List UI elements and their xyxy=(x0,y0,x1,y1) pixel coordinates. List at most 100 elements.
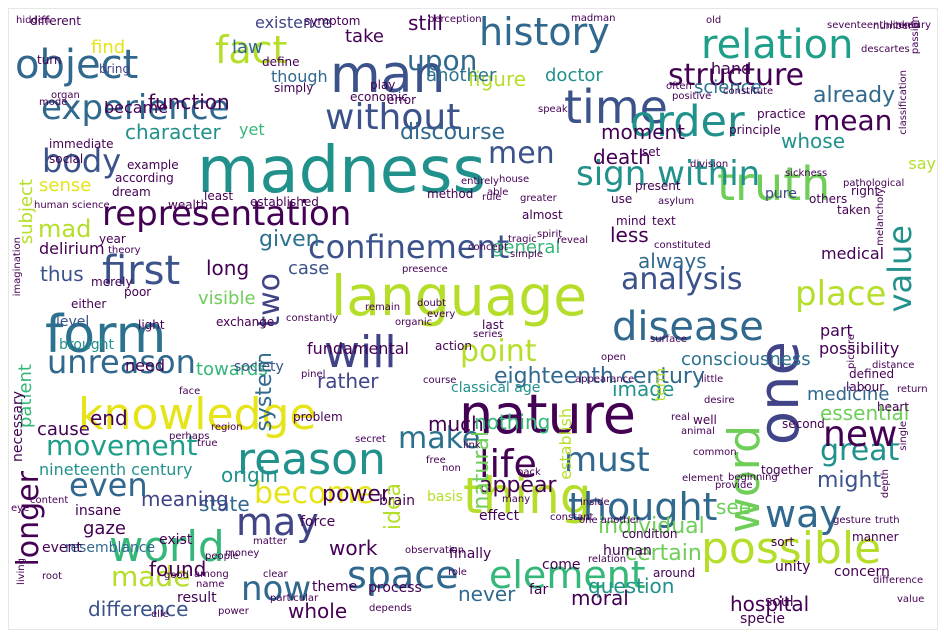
cloud-word: image xyxy=(612,377,675,401)
cloud-word: reason xyxy=(237,434,386,485)
cloud-word: gaze xyxy=(83,518,126,539)
cloud-word: individual xyxy=(598,514,705,539)
cloud-word: remain xyxy=(365,302,401,313)
cloud-word: cause xyxy=(37,419,90,440)
cloud-word: simply xyxy=(274,81,314,95)
cloud-word: almost xyxy=(522,208,563,222)
cloud-word: symptom xyxy=(304,14,361,28)
cloud-word: provide xyxy=(715,480,753,491)
cloud-word: simple xyxy=(510,249,544,260)
cloud-word: play xyxy=(370,78,396,92)
cloud-word: science xyxy=(694,77,762,98)
cloud-word: around xyxy=(653,566,696,580)
cloud-word: little xyxy=(701,374,724,385)
cloud-word: man xyxy=(330,45,446,105)
cloud-word: point xyxy=(460,334,537,369)
cloud-word: desire xyxy=(704,395,735,406)
cloud-word: human science xyxy=(34,200,110,211)
cloud-word: sign within xyxy=(576,154,761,194)
cloud-word: subject xyxy=(16,179,37,245)
cloud-word: distance xyxy=(872,360,915,371)
cloud-word: appear xyxy=(479,473,557,498)
cloud-word: object xyxy=(15,42,139,88)
word-cloud-frame: madness language man form one knowledge nature… xyxy=(8,8,938,630)
cloud-word: free xyxy=(426,455,446,466)
cloud-word: force xyxy=(300,514,336,530)
cloud-word: define xyxy=(262,55,300,69)
cloud-word: relation xyxy=(588,554,627,565)
cloud-word: old xyxy=(706,15,722,26)
cloud-word: madness xyxy=(197,134,486,208)
cloud-word: soul xyxy=(765,594,794,610)
cloud-word: melancholy xyxy=(875,188,886,246)
cloud-word: course xyxy=(423,375,457,386)
cloud-word: return xyxy=(897,384,928,395)
cloud-word: surface xyxy=(650,334,687,345)
cloud-word: different xyxy=(30,14,81,28)
cloud-word: hidden xyxy=(16,15,51,26)
cloud-word: social xyxy=(49,152,84,166)
cloud-word: living xyxy=(16,558,27,585)
cloud-word: economic xyxy=(350,90,408,104)
cloud-word: delirium xyxy=(39,239,105,258)
cloud-word: brought xyxy=(59,337,115,353)
cloud-word: truth xyxy=(717,157,831,211)
cloud-word: part xyxy=(820,321,853,340)
cloud-word: case xyxy=(288,258,330,279)
cloud-word: theme xyxy=(312,579,358,595)
cloud-word: necessary xyxy=(10,391,26,463)
cloud-word: open xyxy=(601,352,626,363)
cloud-word: rule xyxy=(482,192,502,203)
cloud-word: difference xyxy=(88,597,189,621)
cloud-word: manner xyxy=(852,530,899,544)
cloud-word: merely xyxy=(91,275,133,289)
cloud-word: reveal xyxy=(557,235,589,246)
cloud-word: world xyxy=(109,522,225,571)
cloud-word: far xyxy=(529,582,549,598)
cloud-word: speak xyxy=(538,104,568,115)
cloud-word: inside xyxy=(580,497,610,508)
cloud-word: nature xyxy=(459,383,636,446)
cloud-word: dream xyxy=(112,185,151,199)
cloud-word: form xyxy=(45,305,167,365)
cloud-word: particular xyxy=(270,593,319,604)
cloud-word: general xyxy=(492,237,561,258)
cloud-word: unity xyxy=(775,559,811,575)
cloud-word: became xyxy=(104,98,169,117)
cloud-word: medical xyxy=(821,244,885,263)
cloud-word: others xyxy=(809,192,848,206)
cloud-word: set xyxy=(642,145,661,159)
cloud-word: state xyxy=(199,492,250,516)
cloud-word: find xyxy=(91,37,126,58)
cloud-word: exchange xyxy=(216,315,275,329)
cloud-word: matter xyxy=(253,536,287,547)
cloud-word: poor xyxy=(124,285,152,299)
cloud-word: less xyxy=(610,223,649,247)
cloud-word: true xyxy=(197,438,218,449)
cloud-word: found xyxy=(149,557,207,581)
cloud-word: appearance xyxy=(575,374,635,385)
cloud-word: order xyxy=(630,97,745,147)
cloud-word: law xyxy=(232,37,263,58)
cloud-word: rather xyxy=(317,369,379,393)
cloud-word: discourse xyxy=(400,120,506,145)
cloud-word: common xyxy=(693,447,737,458)
cloud-word: animal xyxy=(681,426,715,437)
cloud-word: first xyxy=(102,248,181,294)
cloud-word: hospital xyxy=(730,592,810,616)
cloud-word: towards xyxy=(196,359,268,380)
cloud-word: action xyxy=(435,339,472,353)
cloud-word: organic xyxy=(395,317,433,328)
cloud-word: eye xyxy=(11,503,30,514)
cloud-word: now xyxy=(241,569,312,609)
cloud-word: sense xyxy=(39,175,92,196)
cloud-word: power xyxy=(322,482,390,507)
cloud-word: presence xyxy=(402,264,448,275)
cloud-word: already xyxy=(813,83,896,108)
cloud-word: problem xyxy=(293,410,343,424)
cloud-word: observation xyxy=(405,545,465,556)
cloud-word: may xyxy=(236,500,319,544)
cloud-word: constant xyxy=(550,512,594,523)
cloud-word: passion xyxy=(910,16,921,55)
cloud-word: much xyxy=(428,412,484,436)
